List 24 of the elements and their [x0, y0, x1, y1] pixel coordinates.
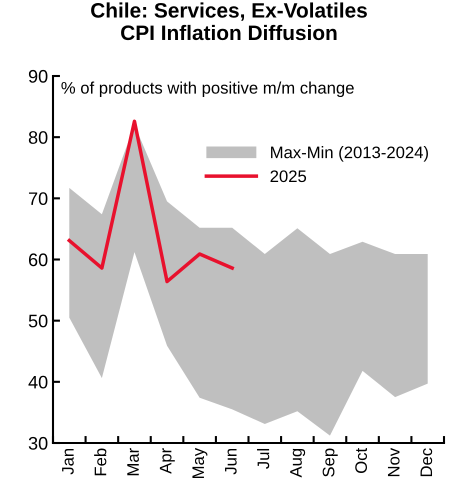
x-tick-label: Oct — [355, 448, 368, 473]
x-tick-label: Jan — [62, 448, 74, 474]
x-tick-label: Feb — [94, 448, 106, 476]
x-tick-label: Jun — [225, 448, 237, 474]
x-tick-label: May — [192, 448, 208, 478]
x-tick-label: Apr — [160, 448, 175, 474]
x-tick-label: Aug — [290, 448, 306, 478]
y-axis-title: % of products with positive m/m change — [61, 82, 354, 98]
y-tick-label: 50 — [28, 314, 48, 328]
y-tick-label: 60 — [28, 253, 48, 266]
y-tick-label: 40 — [28, 376, 48, 389]
x-tick-label: Jul — [257, 448, 270, 469]
x-tick-label: Sep — [322, 448, 338, 477]
line-series — [68, 120, 234, 284]
y-tick-label: 30 — [28, 436, 48, 450]
y-tick-label: 90 — [28, 70, 48, 83]
y-tick-label: 70 — [28, 192, 48, 206]
x-tick-label: Mar — [127, 448, 139, 476]
legend-label: 2025 — [270, 170, 306, 182]
chart-title: Chile: Services, Ex-Volatiles CPI Inflation Diffusion — [91, 2, 367, 40]
x-tick-label: Nov — [388, 448, 400, 476]
x-tick-label: Dec — [420, 448, 432, 476]
legend-label: Max-Min (2013-2024) — [271, 146, 428, 162]
y-tick-label: 80 — [28, 131, 48, 144]
